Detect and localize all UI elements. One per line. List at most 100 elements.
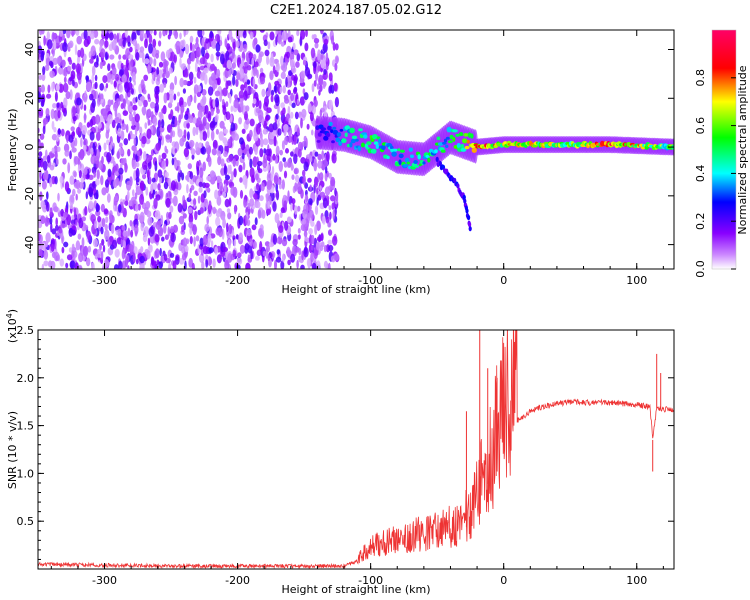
noise-cell: [317, 161, 322, 169]
noise-cell: [158, 31, 162, 39]
noise-cell: [232, 158, 237, 167]
signal-cell: [446, 126, 452, 133]
noise-cell: [204, 223, 210, 232]
noise-cell: [85, 81, 92, 92]
signal-cell: [332, 129, 339, 135]
noise-cell: [182, 88, 186, 94]
noise-cell: [72, 79, 75, 87]
noise-cell: [322, 215, 326, 225]
noise-cell: [274, 212, 280, 224]
bottom-x-tick-label: -300: [92, 574, 117, 587]
noise-cell: [193, 190, 198, 196]
noise-cell: [133, 111, 136, 116]
noise-cell: [184, 43, 190, 55]
noise-cell: [189, 171, 194, 180]
noise-cell: [321, 150, 325, 161]
noise-cell: [243, 81, 248, 89]
noise-cell: [53, 40, 57, 50]
noise-cell: [287, 190, 290, 202]
noise-cell: [284, 136, 289, 146]
bottom-y-multiplier: (x104): [5, 309, 19, 343]
noise-cell: [203, 67, 209, 74]
noise-cell: [186, 131, 190, 141]
noise-cell: [234, 204, 237, 215]
signal-cell: [466, 139, 470, 144]
noise-cell: [167, 226, 171, 237]
noise-cell: [150, 111, 154, 120]
noise-cell: [300, 264, 305, 269]
top-x-tick-label: 0: [500, 274, 507, 287]
top-x-tick-label: -200: [225, 274, 250, 287]
noise-cell: [230, 171, 234, 182]
noise-cell: [241, 152, 245, 160]
noise-cell: [199, 207, 204, 214]
top-y-tick-label: 20: [23, 91, 36, 105]
noise-cell: [175, 40, 181, 50]
noise-cell: [114, 73, 120, 81]
noise-cell: [149, 30, 153, 35]
noise-cell: [323, 260, 328, 269]
noise-cell: [119, 118, 122, 125]
noise-cell: [126, 237, 130, 244]
noise-cell: [96, 248, 102, 258]
noise-cell: [155, 53, 160, 59]
noise-cell: [325, 63, 329, 71]
noise-cell: [182, 199, 187, 209]
colorbar-tick-label: 0.4: [694, 165, 707, 183]
noise-cell: [218, 131, 224, 141]
noise-cell: [266, 179, 273, 191]
noise-cell: [238, 232, 243, 242]
noise-cell: [316, 197, 319, 206]
branch-cell: [467, 215, 471, 221]
noise-cell: [296, 53, 301, 62]
noise-cell: [127, 41, 131, 47]
noise-cell: [318, 74, 324, 86]
noise-cell: [72, 188, 76, 197]
noise-cell: [214, 246, 219, 255]
noise-cell: [127, 148, 131, 157]
signal-cell: [445, 136, 450, 140]
noise-cell: [100, 250, 104, 261]
noise-cell: [146, 154, 151, 164]
noise-cell: [159, 83, 165, 93]
noise-cell: [77, 233, 82, 240]
noise-cell: [201, 261, 205, 269]
noise-cell: [253, 241, 257, 249]
noise-cell: [109, 32, 114, 41]
noise-cell: [267, 41, 271, 50]
noise-cell: [198, 142, 203, 149]
noise-cell: [93, 238, 98, 248]
noise-cell: [235, 40, 240, 48]
noise-cell: [320, 57, 326, 69]
noise-cell: [168, 262, 172, 269]
noise-cell: [100, 203, 105, 213]
signal-cell: [317, 132, 322, 137]
noise-cell: [38, 151, 43, 158]
noise-cell: [76, 35, 82, 45]
noise-cell: [319, 244, 324, 252]
noise-cell: [65, 91, 71, 100]
noise-cell: [280, 207, 285, 214]
noise-cell: [73, 207, 77, 219]
noise-cell: [239, 137, 244, 145]
noise-cell: [93, 171, 96, 178]
noise-cell: [328, 229, 333, 236]
noise-cell: [105, 216, 109, 223]
noise-cell: [240, 84, 245, 91]
noise-cell: [269, 56, 275, 67]
noise-cell: [60, 128, 65, 137]
noise-cell: [295, 61, 300, 68]
noise-cell: [62, 158, 67, 165]
noise-cell: [290, 92, 294, 102]
noise-cell: [59, 175, 64, 184]
noise-cell: [88, 200, 94, 210]
signal-cell: [414, 165, 420, 168]
noise-cell: [260, 137, 264, 148]
top-y-axis-label: Frequency (Hz): [6, 109, 19, 192]
noise-cell: [266, 107, 272, 114]
noise-cell: [110, 99, 114, 105]
noise-cell: [127, 133, 131, 141]
noise-cell: [38, 107, 44, 117]
noise-cell: [46, 191, 49, 200]
bottom-x-axis-label: Height of straight line (km): [281, 583, 430, 596]
